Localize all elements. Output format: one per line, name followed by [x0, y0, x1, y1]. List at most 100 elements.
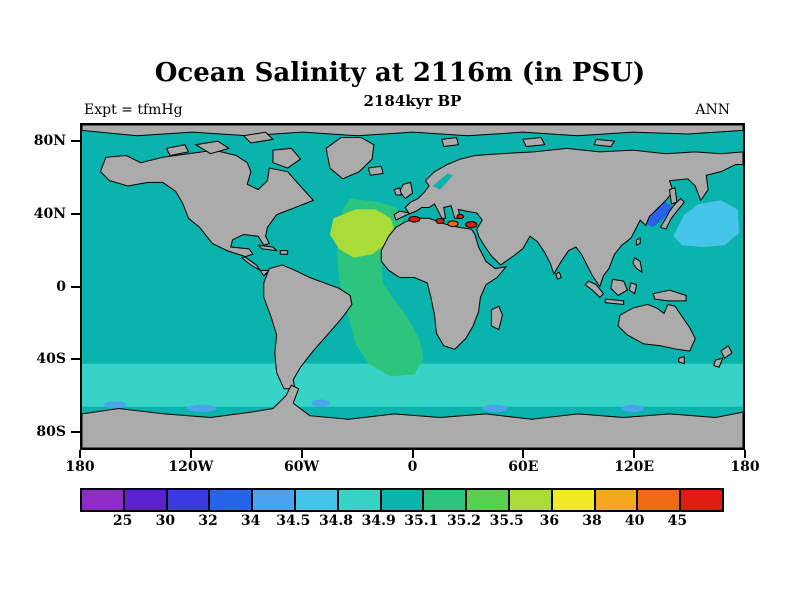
colorbar-boundary-label: 35.1 [404, 513, 439, 529]
island-sakhalin [670, 188, 677, 204]
lat-tick-mark [71, 140, 80, 143]
colorbar-boundary-label: 34.8 [318, 513, 354, 529]
chart-subtitle: 2184kyr BP [363, 92, 462, 110]
lon-tick-label: 0 [407, 459, 418, 475]
colorbar-cell [679, 490, 722, 510]
lat-tick-mark [71, 358, 80, 361]
island-severnaya [523, 138, 545, 147]
world-salinity-map [82, 125, 743, 448]
chart-title: Ocean Salinity at 2116m (in PSU) [154, 58, 646, 88]
island-hispaniola [280, 251, 287, 255]
continent-south-america [264, 265, 352, 389]
island-svalbard [442, 138, 459, 147]
lon-tick-label: 180 [730, 459, 760, 475]
island-new-zealand-north [721, 346, 732, 359]
lon-tick-label: 60E [508, 459, 539, 475]
lat-tick-label: 80S [36, 423, 66, 440]
colorbar-boundary-label: 34 [240, 513, 261, 529]
lon-tick-label: 120W [168, 459, 214, 475]
colorbar-cell [208, 490, 252, 510]
continent-australia [618, 304, 695, 351]
colorbar-boundary-label: 35.2 [446, 513, 482, 529]
experiment-label: Expt = tfmHg [84, 102, 183, 118]
island-victoria [196, 141, 229, 154]
colorbar-cell [636, 490, 680, 510]
lat-tick-label: 0 [56, 278, 66, 295]
colorbar-cell [422, 490, 466, 510]
colorbar-cell [293, 490, 337, 510]
northeast-atlantic-region [329, 209, 395, 258]
colorbar-boundary-label: 40 [624, 513, 645, 529]
colorbar-cell [82, 490, 123, 510]
lat-tick-label: 40S [36, 351, 66, 368]
island-baffin [273, 148, 301, 168]
mediterranean-central-region [448, 221, 458, 227]
island-tasmania [679, 356, 685, 363]
antarctic-patch-region [186, 404, 217, 413]
colorbar-cell [336, 490, 380, 510]
lat-axis-labels: 80N 40N 0 40S 80S [28, 123, 70, 450]
colorbar-boundary-label: 30 [155, 513, 176, 529]
northwest-pacific-region [673, 200, 740, 248]
island-iceland [368, 166, 383, 175]
colorbar-boundary-label: 34.5 [276, 513, 311, 529]
island-new-siberian [594, 139, 614, 146]
lon-tick-label: 180 [65, 459, 95, 475]
lat-tick-label: 40N [33, 205, 66, 222]
island-banks [166, 145, 188, 156]
colorbar-boundary-label: 35.5 [489, 513, 524, 529]
lon-tick-mark [411, 450, 414, 458]
lat-tick-label: 80N [33, 133, 66, 150]
continent-antarctica [82, 385, 743, 448]
island-ireland [394, 188, 401, 195]
colorbar-cell [507, 490, 551, 510]
island-philippines [633, 258, 642, 272]
lat-tick-mark [71, 212, 80, 215]
island-ellesmere [244, 132, 273, 143]
antarctic-patch-region [482, 404, 508, 413]
season-label: ANN [695, 102, 730, 118]
colorbar-cell [379, 490, 423, 510]
island-sri-lanka [556, 272, 562, 279]
colorbar-boundary-label: 45 [667, 513, 688, 529]
island-taiwan [637, 238, 641, 245]
island-madagascar [491, 306, 502, 329]
lat-axis-ticks [71, 123, 80, 450]
antarctic-patch-region [104, 401, 127, 409]
lat-tick-mark [71, 430, 80, 433]
mediterranean-west-region [409, 216, 420, 222]
colorbar [80, 488, 724, 512]
island-greenland [326, 138, 374, 179]
mediterranean-aegean-region [457, 214, 464, 218]
island-japan [660, 199, 684, 230]
colorbar-boundary-label: 32 [198, 513, 218, 529]
lon-tick-mark [189, 450, 192, 458]
colorbar-cell [122, 490, 166, 510]
lon-axis-labels: 180 120W 60W 0 60E 120E 180 [65, 459, 759, 477]
lon-axis-ticks [79, 450, 746, 458]
lon-tick-mark [744, 450, 746, 458]
island-borneo [611, 279, 628, 295]
continent-africa [381, 218, 506, 349]
island-cuba [258, 245, 276, 250]
lon-tick-label: 120E [614, 459, 655, 475]
antarctic-patch-region [621, 404, 644, 413]
lon-tick-label: 60W [284, 459, 320, 475]
island-sulawesi [629, 283, 636, 294]
colorbar-cell [465, 490, 508, 510]
colorbar-cell [593, 490, 637, 510]
mediterranean-east-region [466, 222, 477, 228]
baltic-sea-region [432, 173, 453, 190]
lat-tick-mark [71, 285, 80, 288]
colorbar-cell [165, 490, 209, 510]
colorbar-boundary-label: 36 [539, 513, 560, 529]
continent-north-america [100, 150, 313, 276]
arctic-ice-cap [82, 125, 743, 136]
colorbar-boundary-label: 25 [112, 513, 133, 529]
lon-tick-mark [300, 450, 303, 458]
mediterranean-tyrrhenian-region [436, 218, 444, 223]
continent-eurasia [394, 148, 743, 286]
southern-ocean-region [82, 363, 743, 407]
colorbar-labels: 25 30 32 34 34.5 34.8 34.9 35.1 35.2 35.5 36 38 40 45 [80, 513, 720, 531]
